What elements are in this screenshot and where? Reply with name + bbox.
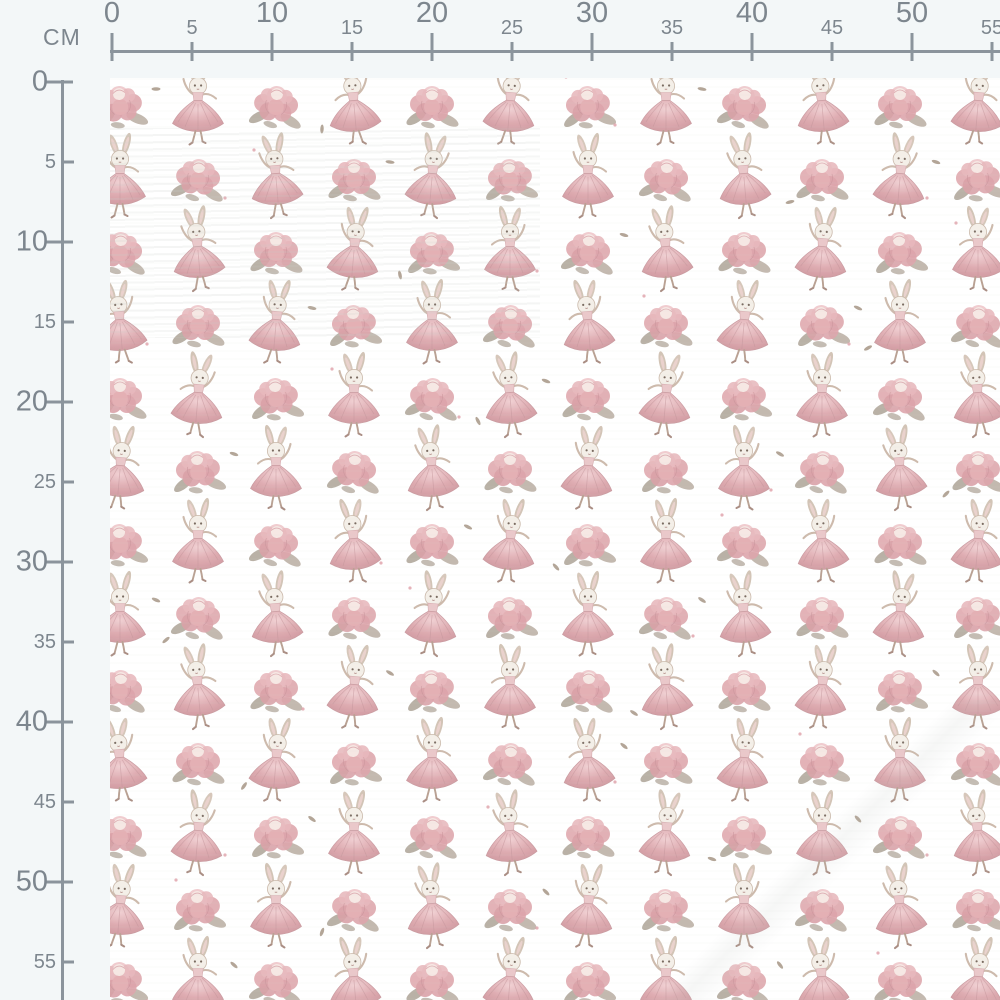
ruler-tick — [62, 480, 74, 484]
ruler-tick — [430, 33, 434, 61]
ruler-tick-label: 10 — [15, 225, 48, 258]
ruler-tick — [62, 640, 74, 644]
ruler-tick — [45, 880, 73, 884]
ruler-tick-label: 5 — [186, 17, 198, 39]
ruler-tick — [750, 33, 754, 61]
vertical-ruler-line — [61, 80, 64, 1000]
ruler-tick-label: 40 — [15, 705, 48, 738]
ruler-tick — [62, 160, 74, 164]
ruler-tick — [830, 42, 834, 61]
fabric-preview[interactable] — [110, 78, 1000, 1000]
ruler-tick-label: 40 — [735, 0, 769, 29]
fabric-pattern-svg — [110, 78, 1000, 1000]
ruler-tick — [45, 720, 73, 724]
ruler-tick — [670, 42, 674, 61]
horizontal-ruler-line — [110, 50, 1000, 53]
ruler-tick-label: 55 — [980, 17, 1000, 39]
ruler-tick-label: 5 — [44, 151, 56, 173]
ruler-tick — [62, 320, 74, 324]
ruler-tick — [62, 960, 74, 964]
ruler-tick — [910, 33, 914, 61]
ruler-tick-label: 30 — [575, 0, 609, 29]
ruler-tick-label: 25 — [33, 471, 56, 493]
ruler-tick — [270, 33, 274, 61]
ruler-tick-label: 30 — [15, 545, 48, 578]
ruler-tick — [990, 42, 994, 61]
ruler-tick — [350, 42, 354, 61]
ruler-tick-label: 55 — [33, 951, 56, 973]
ruler-tick — [190, 42, 194, 61]
ruler-tick-label: 45 — [33, 791, 56, 813]
ruler-tick — [62, 800, 74, 804]
ruler-tick-label: 25 — [500, 17, 524, 39]
ruler-tick-label: 0 — [103, 0, 121, 29]
ruler-tick-label: 50 — [895, 0, 929, 29]
ruler-tick-label: 35 — [660, 17, 684, 39]
ruler-tick — [45, 240, 73, 244]
ruler-tick — [45, 80, 73, 84]
ruler-tick-label: 50 — [15, 865, 48, 898]
ruler-tick — [510, 42, 514, 61]
ruler-tick-label: 15 — [33, 311, 56, 333]
ruler-tick — [110, 33, 114, 61]
ruler-tick-label: 15 — [340, 17, 364, 39]
ruler-unit-label: CM — [43, 24, 81, 50]
ruler-tick-label: 20 — [15, 385, 48, 418]
ruler-tick-label: 20 — [415, 0, 449, 29]
ruler-tick — [45, 560, 73, 564]
ruler-tick-label: 10 — [255, 0, 289, 29]
ruler-tick — [590, 33, 594, 61]
ruler-tick — [45, 400, 73, 404]
ruler-tick-label: 45 — [820, 17, 844, 39]
ruler-tick-label: 35 — [33, 631, 56, 653]
ruler-tick-label: 0 — [31, 65, 48, 98]
